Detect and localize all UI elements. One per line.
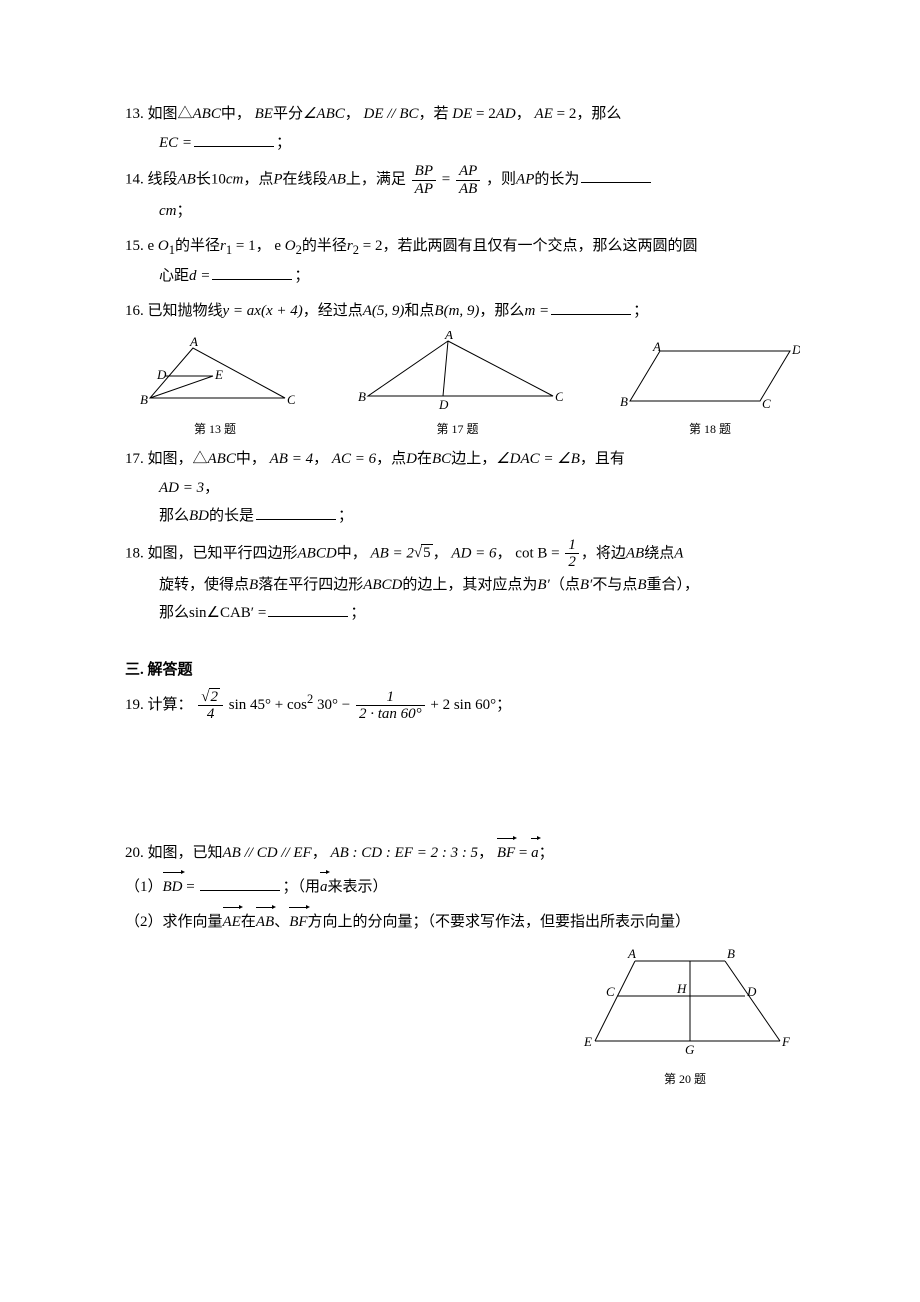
- svg-text:G: G: [685, 1042, 695, 1057]
- fig13-svg: A D E B C: [135, 336, 295, 416]
- svg-text:F: F: [781, 1034, 790, 1049]
- q14-num: 14.: [125, 171, 144, 187]
- question-13: 13. 如图△ABC中， BE平分∠ABC， DE // BC，若 DE = 2…: [125, 100, 800, 157]
- blank-15: [212, 264, 292, 280]
- q20-num: 20.: [125, 845, 144, 861]
- svg-text:B: B: [620, 394, 628, 409]
- blank-17: [256, 504, 336, 520]
- svg-text:D: D: [746, 984, 757, 999]
- question-20-1: （1）BD = ；（用a来表示）: [125, 873, 800, 902]
- question-14: 14. 线段AB长10cm，点P在线段AB上，满足 BPAP = APAB ，则…: [125, 163, 800, 226]
- svg-text:D: D: [156, 367, 167, 382]
- svg-text:A: A: [444, 331, 453, 342]
- q19-num: 19.: [125, 697, 144, 713]
- figure-20-wrap: A B C H D E G F 第 20 题: [125, 946, 790, 1094]
- svg-text:D: D: [791, 342, 800, 357]
- svg-text:H: H: [676, 981, 687, 996]
- blank-18: [268, 601, 348, 617]
- svg-text:B: B: [727, 946, 735, 961]
- svg-text:D: D: [438, 397, 449, 412]
- q16-num: 16.: [125, 303, 144, 319]
- fig17-svg: A B D C: [353, 331, 563, 416]
- svg-text:A: A: [189, 336, 198, 349]
- blank-14: [581, 167, 651, 183]
- figure-17: A B D C 第 17 题: [353, 331, 563, 441]
- work-space-19: [125, 729, 800, 839]
- blank-20-1: [200, 875, 280, 891]
- question-18: 18. 如图，已知平行四边形ABCD中， AB = 2√5， AD = 6， c…: [125, 537, 800, 628]
- figure-13: A D E B C 第 13 题: [135, 336, 295, 441]
- svg-text:B: B: [358, 389, 366, 404]
- svg-text:C: C: [606, 984, 615, 999]
- fig18-svg: A D B C: [620, 341, 800, 416]
- svg-text:E: E: [583, 1034, 592, 1049]
- question-15: 15. e O1的半径r1 = 1， e O2的半径r2 = 2，若此两圆有且仅…: [125, 232, 800, 291]
- svg-text:C: C: [555, 389, 563, 404]
- figure-18: A D B C 第 18 题: [620, 341, 800, 441]
- q17-num: 17.: [125, 451, 144, 467]
- q13-num: 13.: [125, 106, 144, 122]
- svg-text:C: C: [287, 392, 295, 407]
- svg-text:B: B: [140, 392, 148, 407]
- question-20: 20. 如图，已知AB // CD // EF， AB : CD : EF = …: [125, 839, 800, 868]
- question-19: 19. 计算： √24 sin 45° + cos2 30° − 12 · ta…: [125, 688, 800, 723]
- question-17: 17. 如图，△ABC中， AB = 4， AC = 6，点D在BC边上，∠DA…: [125, 445, 800, 531]
- fig20-svg: A B C H D E G F: [580, 946, 790, 1066]
- question-20-2: （2）求作向量AE在AB、BF方向上的分向量；（不要求写作法，但要指出所表示向量…: [125, 908, 800, 937]
- svg-text:E: E: [214, 367, 223, 382]
- figure-row: A D E B C 第 13 题 A B D C 第 17 题 A D B C …: [135, 331, 800, 441]
- question-16: 16. 已知抛物线y = ax(x + 4)，经过点A(5, 9)和点B(m, …: [125, 297, 800, 326]
- svg-text:A: A: [627, 946, 636, 961]
- blank-16: [551, 299, 631, 315]
- q18-num: 18.: [125, 545, 144, 561]
- section-3-title: 三. 解答题: [125, 656, 800, 685]
- blank-13: [194, 131, 274, 147]
- q15-num: 15.: [125, 238, 144, 254]
- svg-text:C: C: [762, 396, 771, 411]
- svg-text:A: A: [652, 341, 661, 354]
